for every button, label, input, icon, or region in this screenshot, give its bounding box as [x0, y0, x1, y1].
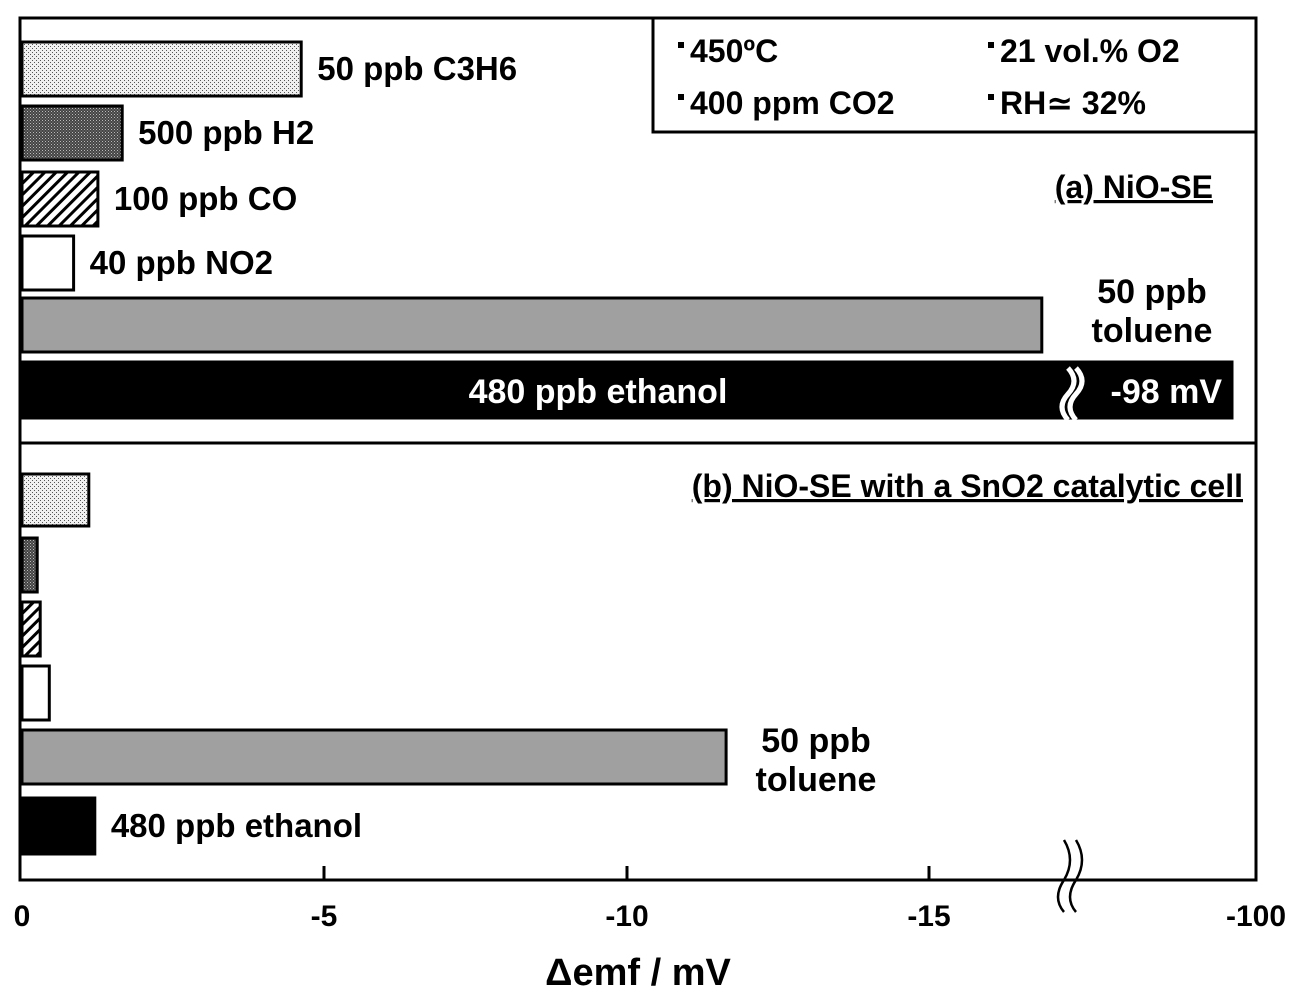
plot-frame [18, 16, 1258, 882]
bar-label: 480 ppb ethanol [111, 807, 362, 844]
bullet-icon [988, 42, 994, 48]
bar-label: 50 ppb [1097, 273, 1207, 311]
bar-b-5 [20, 796, 97, 856]
bar-label: 50 ppb [761, 722, 871, 760]
panel-a-label: (a) NiO-SE [1055, 169, 1213, 205]
bars-layer [20, 40, 1234, 856]
axis-break-marker [1056, 366, 1085, 913]
x-tick-label: -15 [907, 900, 950, 933]
bar-a-3 [20, 234, 76, 292]
bar-a-2 [20, 170, 100, 228]
bar-label: 100 ppb CO [114, 180, 297, 217]
x-axis-title: Δemf / mV [545, 952, 731, 994]
conditions-box [651, 16, 1258, 134]
bar-a-5 [20, 360, 1234, 420]
bar-a-0 [20, 40, 303, 98]
bar-label: toluene [1092, 312, 1213, 350]
conditions-legend: 450ºC 400 ppm CO2 21 vol.% O2 RH≃ 32% [651, 16, 1258, 134]
condition-o2: 21 vol.% O2 [1000, 33, 1180, 69]
bar-label: 40 ppb NO2 [90, 244, 273, 281]
bar-label: 50 ppb C3H6 [317, 50, 517, 87]
condition-co2: 400 ppm CO2 [690, 85, 895, 121]
bar-label: 500 ppb H2 [138, 114, 314, 151]
x-tick-label: -5 [311, 900, 338, 933]
broken-bar-value-label: -98 mV [1111, 373, 1223, 411]
condition-temperature: 450ºC [690, 33, 778, 69]
bar-a-4 [20, 296, 1044, 354]
bar-label-inside: 480 ppb ethanol [469, 373, 728, 411]
bullet-icon [678, 42, 684, 48]
panel-b-label: (b) NiO-SE with a SnO2 catalytic cell [692, 468, 1243, 504]
bar-b-3 [20, 664, 51, 722]
x-axis: 0 -5 -10 -15 -100 [14, 866, 1286, 933]
condition-rh: RH≃ 32% [1000, 85, 1146, 121]
x-tick-label: -10 [605, 900, 648, 933]
bar-b-0 [20, 472, 91, 528]
bar-b-1 [20, 536, 39, 594]
bar-b-4 [20, 728, 728, 786]
bar-a-1 [20, 104, 124, 162]
bar-b-2 [20, 600, 42, 658]
x-tick-label: -100 [1226, 900, 1286, 933]
bullet-icon [988, 94, 994, 100]
bar-label: toluene [756, 761, 877, 799]
bullet-icon [678, 94, 684, 100]
x-tick-label: 0 [14, 900, 31, 933]
